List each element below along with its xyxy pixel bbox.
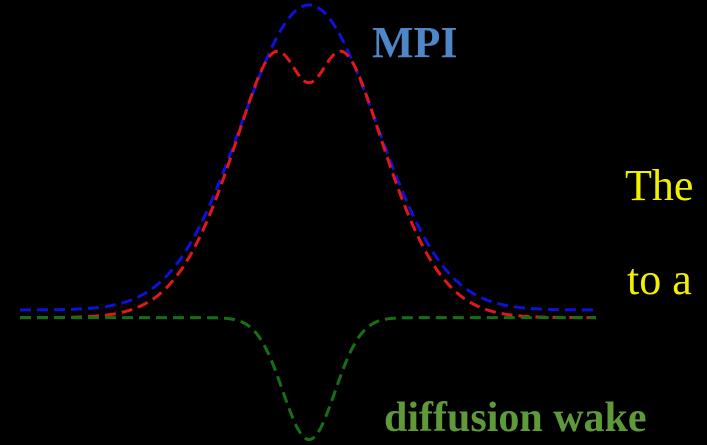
combined-curve [20, 49, 596, 320]
diffusion-wake-label: diffusion wake [384, 395, 647, 441]
mpi-label: MPI [372, 18, 458, 67]
diffusion-wake-curve [20, 316, 596, 441]
body-text-line-2: to a [627, 255, 692, 304]
mpi-curve [20, 3, 596, 312]
curves-group [20, 3, 596, 441]
body-text-line-1: The [625, 161, 693, 210]
